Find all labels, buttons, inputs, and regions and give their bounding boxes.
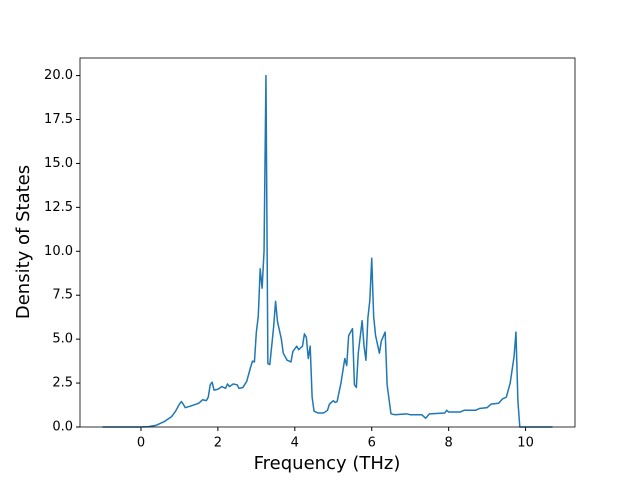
x-axis-label: Frequency (THz) <box>254 453 401 474</box>
x-tick-label: 6 <box>368 436 376 451</box>
x-tick-label: 0 <box>137 436 145 451</box>
y-tick-label: 12.5 <box>44 200 73 215</box>
x-tick-label: 2 <box>214 436 222 451</box>
y-tick-label: 7.5 <box>52 288 73 303</box>
y-tick-label: 15.0 <box>44 156 73 171</box>
y-tick-label: 17.5 <box>44 112 73 127</box>
y-axis-label: Density of States <box>13 165 34 319</box>
y-tick-label: 10.0 <box>44 244 73 259</box>
x-tick-label: 10 <box>517 436 534 451</box>
x-tick-label: 8 <box>445 436 453 451</box>
y-tick-label: 20.0 <box>44 68 73 83</box>
dos-line <box>102 74 553 428</box>
x-tick-label: 4 <box>291 436 299 451</box>
y-tick-label: 2.5 <box>52 376 73 391</box>
axes-frame <box>79 57 576 428</box>
y-tick-label: 5.0 <box>52 332 73 347</box>
y-tick-label: 0.0 <box>52 420 73 435</box>
